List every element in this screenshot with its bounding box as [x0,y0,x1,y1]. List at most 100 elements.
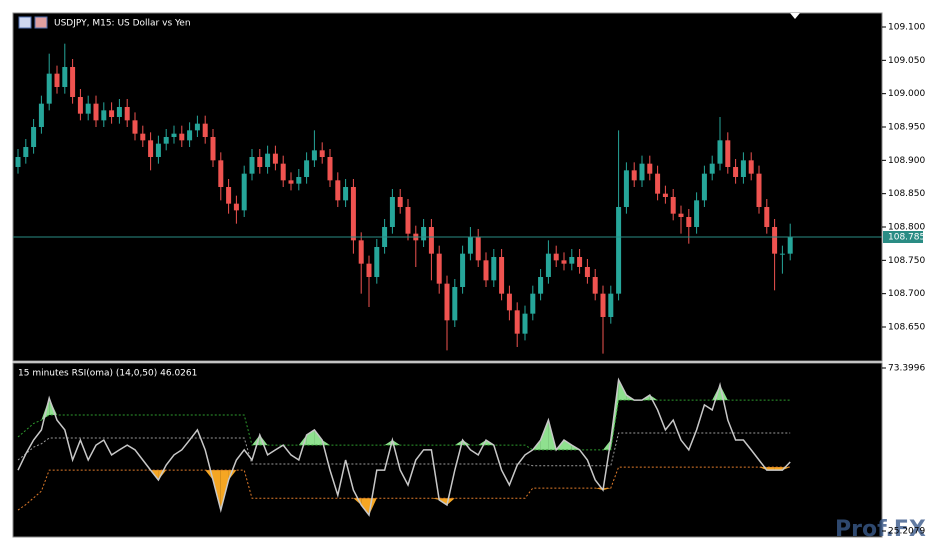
overbought-fill [564,440,572,450]
candle-body [280,163,286,181]
candle-body [491,257,497,281]
axis: 73.3996 25.2079 [888,364,925,537]
candle-body [670,197,676,214]
candle-body [561,260,567,264]
candle-body [350,187,356,241]
candle-body [155,143,161,157]
candle-body [506,293,512,311]
overbought-fill [306,429,315,446]
band-line [17,466,791,511]
candle-body [467,237,473,254]
overbought-fill [540,420,549,450]
candle-body [366,263,372,277]
candle-body [600,293,606,317]
oversold-fill [774,467,783,471]
candle-body [132,120,138,134]
candle-body [460,253,466,287]
chart-title: USDJPY, M15: US Dollar vs Yen [54,19,191,29]
overbought-fill [712,384,720,401]
candle-body [397,197,403,207]
candle-body [756,173,762,207]
candle-body [779,253,785,255]
overbought-fill [454,440,463,446]
candle-body [272,153,278,164]
y-tick-label: 109.100 [888,23,925,33]
y-tick-label: 109.050 [888,56,925,66]
candle-body [304,160,310,177]
candle-body [319,150,325,157]
candle-body [358,240,364,264]
overbought-fill [259,434,268,446]
oversold-fill [361,498,369,516]
oversold-fill [766,467,775,471]
candle-body [499,257,505,294]
candle-body [389,197,395,227]
candle-body [701,173,707,201]
last-price-box [883,231,923,243]
candle-body [124,107,130,121]
candle-body [764,207,770,227]
watermark: Prof.FX [835,517,926,542]
candle-body [62,67,68,87]
candle-body [374,247,380,277]
candle-body [717,140,723,164]
candle-body [655,173,661,194]
candle-body [553,253,559,261]
candle-body [483,260,489,281]
candle-body [38,103,44,127]
y-tick-label: 108.700 [888,289,925,299]
candle-body [592,277,598,294]
indicator-title: 15 minutes RSI(oma) (14,0,50) 46.0261 [18,369,197,379]
candle-body [77,97,83,114]
candle-body [530,293,536,314]
candle-body [140,133,146,141]
candle-body [740,160,746,177]
shift-marker[interactable] [790,13,800,19]
icon[interactable] [34,16,48,29]
candle-body [257,157,263,167]
candle-body [288,180,294,184]
candle-body [569,257,575,264]
candle-body [296,177,302,184]
candle-body [405,207,411,234]
candle-body [70,67,76,97]
candle-body [709,163,715,174]
y-tick-label: 73.3996 [888,364,925,374]
oversold-fill [228,470,237,480]
candle-body [623,170,629,207]
candle-body [662,193,668,197]
candle-body [616,207,622,294]
overbought-fill [392,440,401,446]
candle-body [421,227,427,241]
y-tick-label: 108.850 [888,189,925,199]
candle-body [631,170,637,181]
icon[interactable] [18,16,32,29]
candle-body [787,237,793,254]
candle-body [171,133,177,137]
candle-body [54,73,60,87]
candle-body [15,157,21,167]
candle-body [335,180,341,201]
candle-body [187,130,193,141]
candle-body [179,133,185,141]
candle-body [23,147,29,157]
band-line [17,432,791,467]
candle-body [163,137,169,144]
oversold-fill [447,498,455,505]
band-line [17,399,791,451]
candle-body [194,123,200,131]
candle-body [226,187,232,204]
candle-body [678,213,684,217]
candle-body [545,253,551,277]
candle-body [210,137,216,161]
candle-body [343,187,349,201]
candle-body [428,227,434,254]
y-tick-label: 25.2079 [888,526,925,536]
candle-body [647,163,653,174]
candle-body [577,257,583,267]
candle-body [116,107,122,117]
y-tick-label: 108.800 [888,223,925,233]
candle-body [639,163,645,181]
candle-body [218,160,224,187]
